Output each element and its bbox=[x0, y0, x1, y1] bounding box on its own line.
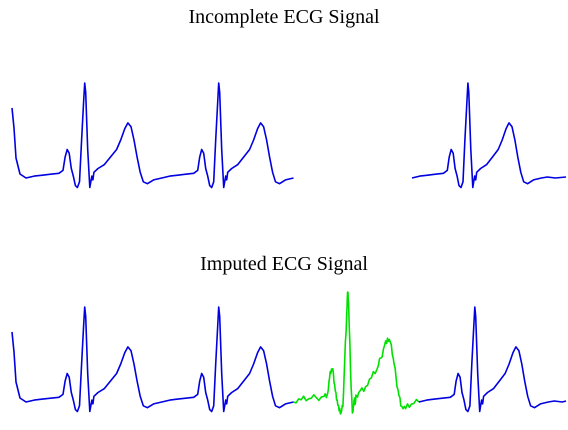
chart-title-incomplete: Incomplete ECG Signal bbox=[188, 6, 380, 28]
ecg-line-imputed-segment bbox=[293, 291, 420, 415]
incomplete-ecg-panel bbox=[11, 82, 567, 189]
chart-title-imputed: Imputed ECG Signal bbox=[200, 253, 368, 275]
ecg-line-segment-final bbox=[418, 306, 567, 413]
ecg-line-segment-1 bbox=[11, 306, 294, 413]
ecg-line-segment-1 bbox=[11, 82, 294, 189]
imputed-ecg-panel bbox=[11, 291, 567, 415]
ecg-line-segment-final bbox=[411, 82, 567, 189]
